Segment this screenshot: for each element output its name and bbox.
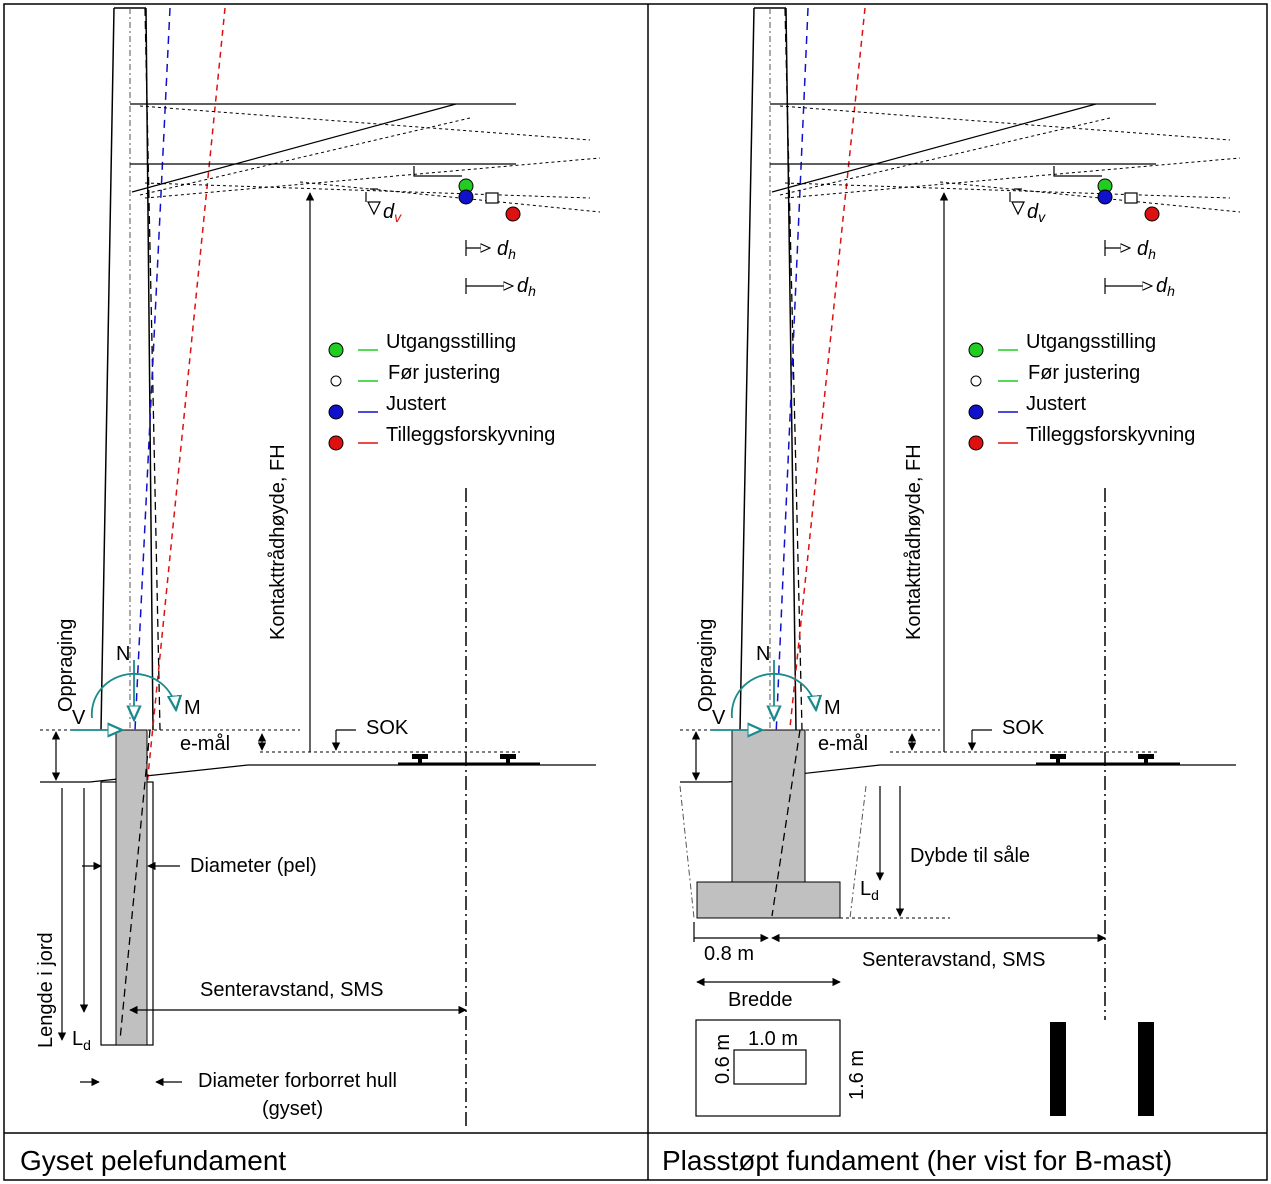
fh-label: Kontakttrådhøyde, FH (267, 444, 289, 640)
svg-text:1.6 m: 1.6 m (846, 1050, 868, 1100)
diameter-pel-label: Diameter (pel) (190, 855, 317, 877)
legend-label: Utgangsstilling (386, 331, 516, 353)
svg-text:N: N (116, 643, 130, 665)
sms-label: Senteravstand, SMS (862, 949, 1045, 971)
legend-label: Før justering (388, 362, 500, 384)
svg-text:1.0 m: 1.0 m (748, 1028, 798, 1050)
svg-text:0.6 m: 0.6 m (712, 1034, 734, 1084)
w08-label: 0.8 m (704, 943, 754, 965)
legend-marker (968, 404, 984, 420)
legend-label: Justert (386, 393, 446, 415)
legend-label: Tilleggsforskyvning (1026, 424, 1195, 446)
ld-label: Ld (72, 1028, 91, 1053)
ld-label: Ld (860, 878, 879, 903)
legend-label: Før justering (1028, 362, 1140, 384)
legend-marker (328, 342, 344, 358)
cast-foundation (679, 729, 950, 919)
pile (100, 729, 154, 1046)
legend-right: Utgangsstilling Før justering Justert Tille… (968, 331, 1195, 451)
svg-text:M: M (824, 697, 841, 719)
caption-right: Plasstøpt fundament (her vist for B-mast… (662, 1145, 1172, 1176)
svg-text:dh: dh (497, 238, 516, 262)
lengde-label: Lengde i jord (35, 932, 57, 1048)
forces: N V M (712, 643, 841, 730)
contact-wire-dots (1097, 178, 1160, 222)
legend-marker (970, 375, 982, 387)
svg-text:N: N (756, 643, 770, 665)
plan-view: 1.0 m 0.6 m 1.6 m (695, 1019, 868, 1117)
panel-left: dv dh dh Kontakttrådhøyde, FH Utgangssti… (35, 7, 601, 1130)
caption-left: Gyset pelefundament (20, 1145, 286, 1176)
legend-left: Utgangsstilling Før justering Justert Tille… (328, 331, 555, 451)
dv-symbol: dv (1009, 188, 1046, 225)
legend-marker (968, 435, 984, 451)
oppraging-label: Oppraging (55, 619, 77, 712)
contact-wire-dots (458, 178, 521, 222)
fh-label: Kontakttrådhøyde, FH (903, 444, 925, 640)
legend-marker (330, 375, 342, 387)
sleepers (1050, 1022, 1154, 1116)
sok-label: SOK (1002, 717, 1045, 739)
legend-marker (328, 435, 344, 451)
frame (3, 3, 1268, 1181)
diameter-hull-label: Diameter forborret hull (198, 1070, 397, 1092)
svg-text:V: V (712, 707, 726, 729)
forces: N V M (72, 643, 201, 730)
svg-text:dv: dv (1027, 201, 1046, 225)
emaal-label: e-mål (180, 733, 230, 755)
legend-marker (968, 342, 984, 358)
cantilever (130, 103, 601, 213)
dv-symbol: dv (365, 188, 402, 225)
svg-text:M: M (184, 697, 201, 719)
legend-label: Tilleggsforskyvning (386, 424, 555, 446)
emaal-label: e-mål (818, 733, 868, 755)
dv-label: dv (383, 201, 402, 225)
cantilever (770, 103, 1241, 213)
dh-symbols: dh dh (465, 238, 536, 299)
oppraging-label: Oppraging (695, 619, 717, 712)
gyset-label: (gyset) (262, 1098, 323, 1120)
legend-label: Justert (1026, 393, 1086, 415)
svg-text:V: V (72, 707, 86, 729)
dh-symbols: dh dh (1104, 238, 1175, 299)
svg-text:dh: dh (1137, 238, 1156, 262)
legend-marker (328, 404, 344, 420)
svg-text:dh: dh (1156, 275, 1175, 299)
sms-label: Senteravstand, SMS (200, 979, 383, 1001)
bredde-label: Bredde (728, 989, 793, 1011)
legend-label: Utgangsstilling (1026, 331, 1156, 353)
dybde-label: Dybde til såle (910, 845, 1030, 867)
sok-label: SOK (366, 717, 409, 739)
svg-text:dh: dh (517, 275, 536, 299)
panel-right: dv dh dh Kontakttrådhøyde, FH Utgangssti… (679, 7, 1241, 1117)
